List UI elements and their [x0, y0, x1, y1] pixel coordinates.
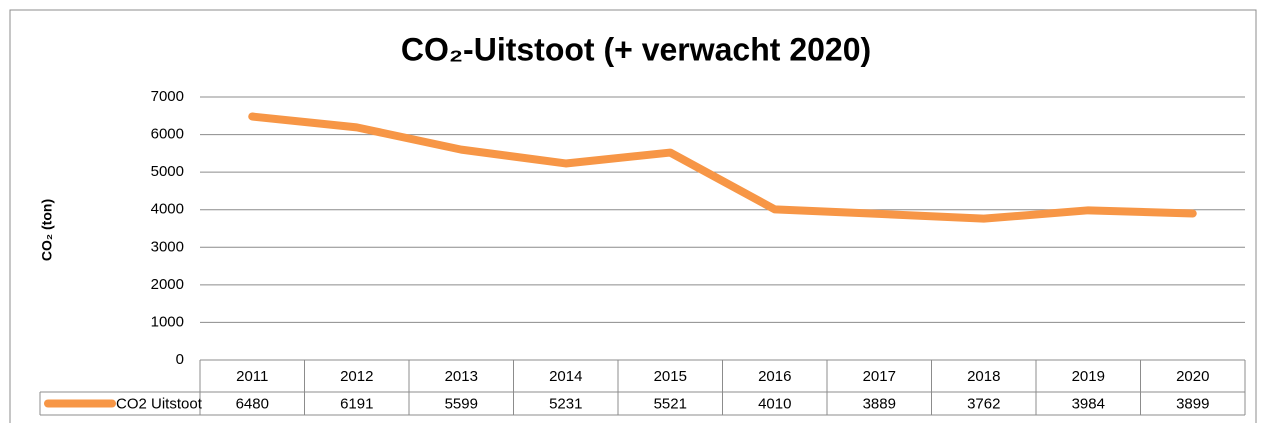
table-value: 3899 [1176, 395, 1209, 412]
table-value: 5521 [654, 395, 687, 412]
x-tick-label: 2017 [863, 368, 896, 385]
table-value: 6480 [236, 395, 269, 412]
x-tick-label: 2012 [340, 368, 373, 385]
y-tick-label: 5000 [151, 163, 184, 180]
x-tick-label: 2020 [1176, 368, 1209, 385]
x-tick-label: 2018 [967, 368, 1000, 385]
table-value: 5231 [549, 395, 582, 412]
table-value: 4010 [758, 395, 791, 412]
x-tick-label: 2016 [758, 368, 791, 385]
y-tick-label: 4000 [151, 201, 184, 218]
y-tick-label: 6000 [151, 126, 184, 143]
x-tick-label: 2013 [445, 368, 478, 385]
y-tick-label: 3000 [151, 238, 184, 255]
y-axis-label: CO₂ (ton) [39, 199, 55, 261]
table-value: 3762 [967, 395, 1000, 412]
y-tick-label: 7000 [151, 88, 184, 105]
table-value: 6191 [340, 395, 373, 412]
y-tick-label: 0 [176, 351, 184, 368]
x-tick-label: 2019 [1072, 368, 1105, 385]
table-value: 3984 [1072, 395, 1105, 412]
legend-label: CO2 Uitstoot [116, 395, 203, 412]
chart-border [9, 9, 1257, 428]
table-value: 5599 [445, 395, 478, 412]
y-tick-label: 2000 [151, 276, 184, 293]
chart-title: CO₂-Uitstoot (+ verwacht 2020) [401, 31, 871, 67]
series-line [248, 112, 1197, 223]
x-tick-label: 2014 [549, 368, 582, 385]
y-tick-label: 1000 [151, 313, 184, 330]
x-tick-label: 2015 [654, 368, 687, 385]
x-tick-label: 2011 [236, 368, 268, 385]
table-value: 3889 [863, 395, 896, 412]
